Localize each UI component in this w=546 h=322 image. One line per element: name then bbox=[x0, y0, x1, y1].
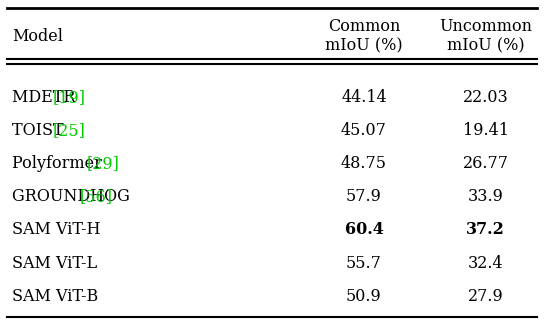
Text: SAM ViT-L: SAM ViT-L bbox=[12, 255, 97, 272]
Text: 44.14: 44.14 bbox=[341, 89, 387, 106]
Text: TOIST: TOIST bbox=[12, 122, 69, 139]
Text: [19]: [19] bbox=[53, 89, 86, 106]
Text: 33.9: 33.9 bbox=[468, 188, 503, 205]
Text: 50.9: 50.9 bbox=[346, 288, 382, 305]
Text: SAM ViT-B: SAM ViT-B bbox=[12, 288, 98, 305]
Text: [25]: [25] bbox=[53, 122, 86, 139]
Text: 37.2: 37.2 bbox=[466, 222, 505, 239]
Text: 19.41: 19.41 bbox=[462, 122, 509, 139]
Text: [56]: [56] bbox=[80, 188, 113, 205]
Text: GROUNDHOG: GROUNDHOG bbox=[12, 188, 135, 205]
Text: 48.75: 48.75 bbox=[341, 155, 387, 172]
Text: 22.03: 22.03 bbox=[463, 89, 508, 106]
Text: Model: Model bbox=[12, 28, 63, 45]
Text: 45.07: 45.07 bbox=[341, 122, 387, 139]
Text: 32.4: 32.4 bbox=[468, 255, 503, 272]
Text: 55.7: 55.7 bbox=[346, 255, 382, 272]
Text: MDETR: MDETR bbox=[12, 89, 81, 106]
Text: 57.9: 57.9 bbox=[346, 188, 382, 205]
Text: Uncommon
mIoU (%): Uncommon mIoU (%) bbox=[439, 18, 532, 55]
Text: SAM ViT-H: SAM ViT-H bbox=[12, 222, 100, 239]
Text: Polyformer: Polyformer bbox=[12, 155, 107, 172]
Text: [29]: [29] bbox=[87, 155, 120, 172]
Text: 60.4: 60.4 bbox=[345, 222, 383, 239]
Text: Common
mIoU (%): Common mIoU (%) bbox=[325, 18, 403, 55]
Text: 26.77: 26.77 bbox=[462, 155, 509, 172]
Text: 27.9: 27.9 bbox=[468, 288, 503, 305]
